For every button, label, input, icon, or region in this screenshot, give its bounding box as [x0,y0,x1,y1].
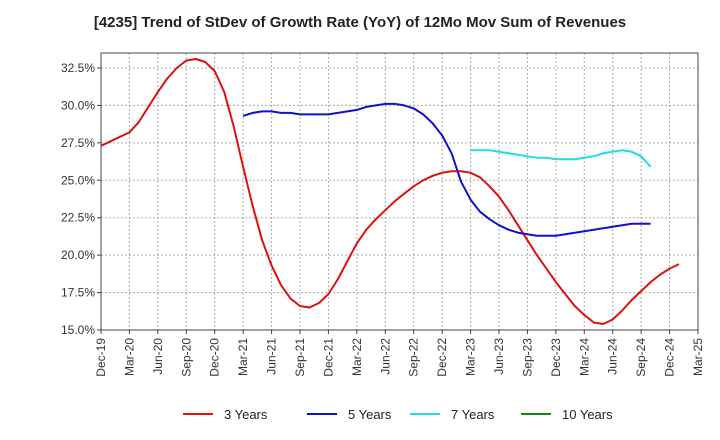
x-tick-label: Jun-23 [492,338,506,375]
x-tick-label: Sep-24 [634,338,648,377]
x-axis: Dec-19 Mar-20 Jun-20 Sep-20 Dec-20 Mar-21 Jun-… [94,330,705,377]
x-tick-label: Dec-21 [321,338,335,377]
y-tick-label: 22.5% [61,211,95,225]
series-line-3-years [100,58,680,325]
y-tick-label: 17.5% [61,286,95,300]
plot-background [101,53,698,330]
plot-frame [100,52,699,331]
x-tick-label: Sep-22 [407,338,421,377]
y-tick-label: 32.5% [61,61,95,75]
y-tick-label: 20.0% [61,248,95,262]
x-tick-label: Mar-22 [350,338,364,376]
legend-label-10-years: 10 Years [562,407,613,422]
x-tick-label: Mar-25 [691,338,705,376]
legend-label-3-years: 3 Years [224,407,268,422]
y-axis: 15.0% 17.5% 20.0% 22.5% 25.0% 27.5% 30.0% 32.5% [61,61,101,337]
x-tick-label: Dec-24 [663,338,677,377]
series-line-7-years [470,149,652,168]
x-tick-label: Jun-20 [151,338,165,375]
y-tick-label: 15.0% [61,323,95,337]
x-tick-label: Jun-24 [606,338,620,375]
x-tick-label: Jun-22 [378,338,392,375]
x-tick-label: Dec-19 [94,338,108,377]
series-group [100,58,680,325]
y-tick-label: 27.5% [61,136,95,150]
x-tick-label: Mar-24 [577,338,591,376]
x-tick-label: Dec-23 [549,338,563,377]
y-tick-label: 30.0% [61,98,95,112]
legend-label-5-years: 5 Years [348,407,392,422]
y-tick-label: 25.0% [61,173,95,187]
x-tick-label: Mar-20 [122,338,136,376]
x-tick-label: Sep-21 [293,338,307,377]
legend-label-7-years: 7 Years [451,407,495,422]
x-tick-label: Mar-21 [236,338,250,376]
chart-title: [4235] Trend of StDev of Growth Rate (Yo… [93,14,627,31]
x-tick-label: Sep-20 [179,338,193,377]
x-tick-label: Dec-20 [208,338,222,377]
x-tick-label: Dec-22 [435,338,449,377]
series-line-5-years [242,102,651,237]
x-tick-label: Sep-23 [520,338,534,377]
x-tick-label: Jun-21 [265,338,279,375]
x-tick-label: Mar-23 [464,338,478,376]
legend: 3 Years 5 Years 7 Years 10 Years [183,407,613,422]
